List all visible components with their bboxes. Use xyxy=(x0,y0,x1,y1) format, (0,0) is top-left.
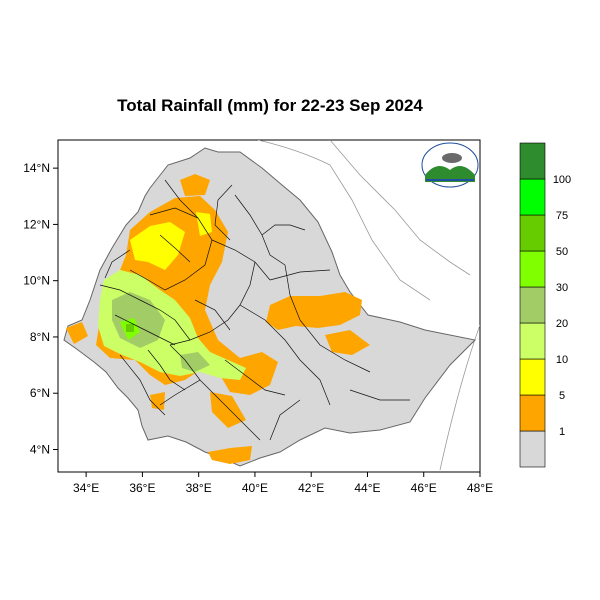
x-tick-label: 36°E xyxy=(129,481,155,495)
legend-label: 1 xyxy=(559,426,565,438)
x-tick-label: 46°E xyxy=(411,481,437,495)
legend-swatch xyxy=(519,358,546,396)
legend-swatch xyxy=(519,322,546,360)
legend-swatch xyxy=(519,250,546,288)
x-tick-label: 38°E xyxy=(186,481,212,495)
y-tick-label: 10°N xyxy=(23,274,50,288)
colorbar-legend: 1 5 10 20 30 50 75 100 xyxy=(519,142,571,468)
somalia-coastline xyxy=(439,324,480,471)
y-tick-label: 12°N xyxy=(23,217,50,231)
x-axis: 34°E 36°E 38°E 40°E 42°E 44°E 46°E 48°E xyxy=(73,472,493,495)
x-tick-label: 44°E xyxy=(354,481,380,495)
rain-5mm-south xyxy=(210,392,246,428)
rain-5mm-sw xyxy=(150,392,165,410)
admin-boundaries xyxy=(99,179,410,441)
legend-swatch xyxy=(519,178,546,216)
rain-30mm-south xyxy=(180,352,210,372)
legend-swatch xyxy=(519,430,546,468)
legend-swatch xyxy=(519,214,546,252)
x-tick-label: 34°E xyxy=(73,481,99,495)
rain-5mm-border xyxy=(208,446,252,464)
y-tick-label: 6°N xyxy=(30,386,50,400)
rain-10mm-ne xyxy=(196,212,212,236)
legend-swatch xyxy=(519,142,546,180)
legend-label: 20 xyxy=(556,318,568,330)
y-tick-label: 14°N xyxy=(23,161,50,175)
red-sea-coastline xyxy=(257,140,431,301)
rain-5mm-east xyxy=(266,292,362,330)
legend-label: 10 xyxy=(556,354,568,366)
legend-swatch xyxy=(519,394,546,432)
map-area xyxy=(63,140,480,471)
legend-swatch xyxy=(519,286,546,324)
rain-5mm-north xyxy=(180,174,210,196)
legend-label: 30 xyxy=(556,282,568,294)
rain-5mm-far-west xyxy=(66,322,88,344)
rain-75mm xyxy=(126,324,134,332)
legend-label: 5 xyxy=(559,390,565,402)
x-tick-label: 40°E xyxy=(242,481,268,495)
y-tick-label: 4°N xyxy=(30,442,50,456)
map-title: Total Rainfall (mm) for 22-23 Sep 2024 xyxy=(117,96,423,115)
rain-5mm-east-south xyxy=(325,330,370,355)
rain-10mm-north xyxy=(130,222,185,270)
legend-label: 100 xyxy=(553,174,571,186)
y-axis: 14°N 12°N 10°N 8°N 6°N 4°N xyxy=(23,161,58,456)
y-tick-label: 8°N xyxy=(30,330,50,344)
legend-label: 50 xyxy=(556,246,568,258)
arabian-coastline xyxy=(329,140,471,276)
meteorology-agency-logo-icon xyxy=(421,142,479,188)
x-tick-label: 42°E xyxy=(298,481,324,495)
x-tick-label: 48°E xyxy=(467,481,493,495)
legend-label: 75 xyxy=(556,210,568,222)
